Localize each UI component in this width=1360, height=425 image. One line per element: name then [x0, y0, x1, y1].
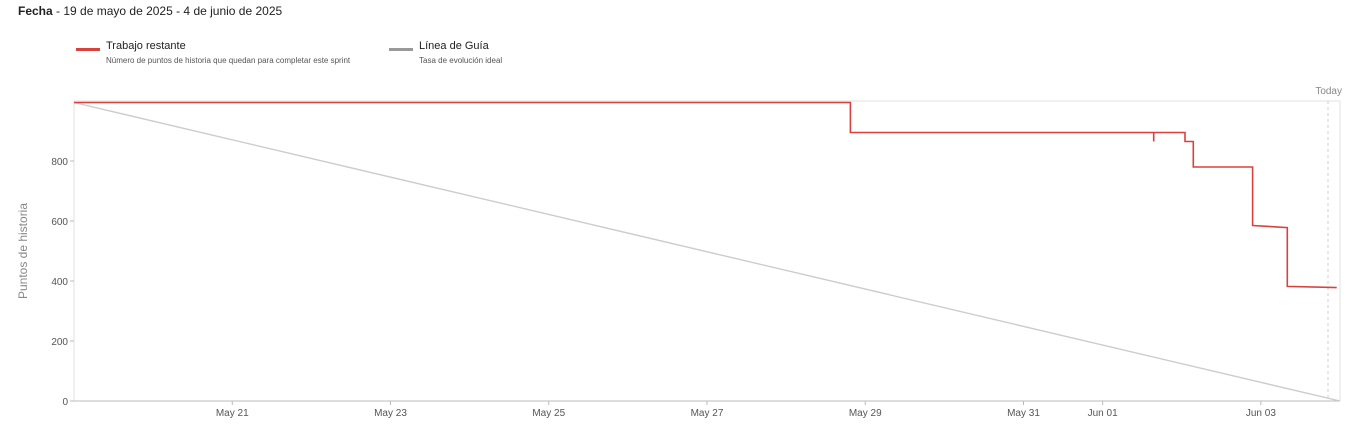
remaining-work-line — [74, 101, 1337, 289]
legend-title: Trabajo restante — [106, 40, 186, 52]
y-axis: 0 200 400 600 800 — [51, 157, 74, 408]
legend-title: Línea de Guía — [419, 40, 489, 52]
date-range-text: - 19 de mayo de 2025 - 4 de junio de 202… — [52, 4, 283, 18]
y-tick-label: 800 — [51, 157, 68, 168]
x-tick-label: May 31 — [1007, 408, 1040, 419]
y-tick-label: 600 — [51, 217, 68, 228]
y-tick-label: 200 — [51, 337, 68, 348]
legend-swatch-remaining-work — [76, 48, 100, 51]
legend-swatch-guideline — [389, 48, 413, 51]
x-tick-label: Jun 01 — [1088, 408, 1118, 419]
legend-description: Número de puntos de historia que quedan … — [106, 56, 351, 65]
x-axis: May 21 May 23 May 25 May 27 May 29 May 31 Jun … — [216, 401, 1276, 419]
x-tick-label: May 25 — [532, 408, 565, 419]
legend-description: Tasa de evolución ideal — [419, 56, 503, 65]
y-tick-label: 0 — [62, 397, 68, 408]
x-tick-label: May 23 — [374, 408, 407, 419]
x-tick-label: Jun 03 — [1246, 408, 1276, 419]
y-axis-title: Puntos de historia — [16, 203, 30, 299]
y-tick-label: 400 — [51, 277, 68, 288]
today-label: Today — [1315, 86, 1342, 97]
date-range-header: Fecha - 19 de mayo de 2025 - 4 de junio … — [18, 4, 282, 18]
chart-legend: Trabajo restante Número de puntos de his… — [0, 40, 1360, 80]
x-tick-label: May 21 — [216, 408, 249, 419]
series-group — [73, 101, 1341, 402]
x-tick-label: May 29 — [849, 408, 882, 419]
x-tick-label: May 27 — [691, 408, 724, 419]
guideline-line — [73, 101, 1341, 402]
date-label: Fecha — [18, 4, 53, 18]
